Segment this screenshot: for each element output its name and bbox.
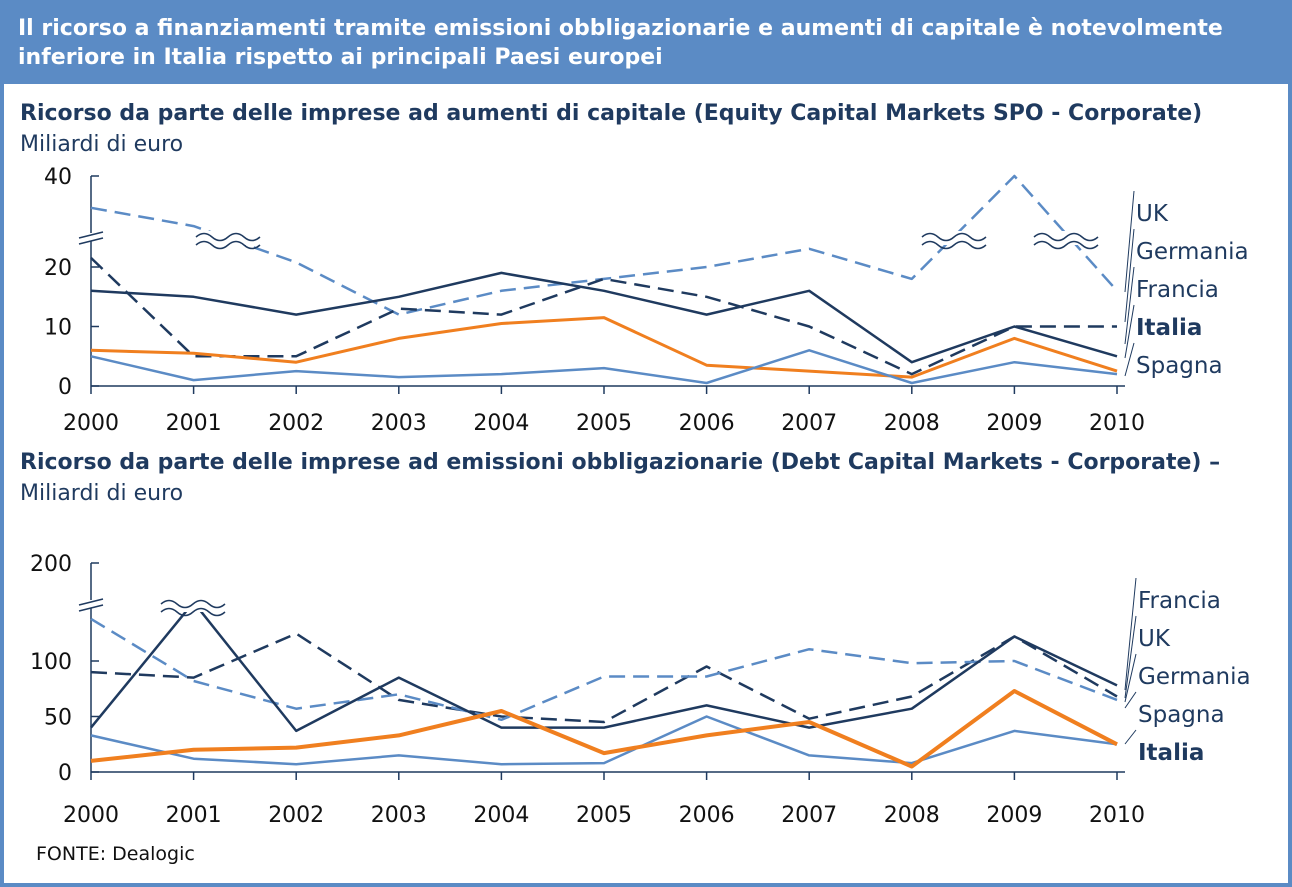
- equity-line-break-symbol: [1033, 232, 1099, 242]
- debt-y-tick-label: 100: [30, 650, 72, 675]
- debt-x-tick-label: 2000: [63, 803, 119, 828]
- equity-x-tick-label: 2009: [986, 411, 1042, 436]
- debt-legend-leader: [1124, 653, 1137, 703]
- equity-line-break-symbol: [1033, 240, 1099, 250]
- equity-chart: 0 10 20 40 2000 2001 2002 2003 2004 2005 2006 2007 2…: [44, 165, 1249, 436]
- debt-legend-leader: [1124, 729, 1137, 745]
- equity-legend-spagna: Spagna: [1136, 353, 1223, 379]
- debt-y-tick-label: 200: [30, 552, 72, 577]
- equity-line-break-symbol: [921, 232, 987, 242]
- equity-chart-title-bold: Ricorso da parte delle imprese ad aument…: [20, 101, 1203, 126]
- header-banner: Il ricorso a finanziamenti tramite emiss…: [0, 0, 1292, 84]
- debt-chart-title-unit: Miliardi di euro: [20, 481, 184, 506]
- equity-x-tick-label: 2004: [473, 411, 529, 436]
- equity-axis-break-mark: [78, 231, 104, 239]
- debt-x-tick-label: 2002: [268, 803, 324, 828]
- debt-y-tick-label: 50: [44, 706, 72, 731]
- debt-x-tick-label: 2010: [1089, 803, 1145, 828]
- debt-legend-leader: [1124, 615, 1137, 699]
- equity-legend-leader: [1124, 190, 1135, 293]
- equity-legend-francia: Francia: [1136, 277, 1219, 303]
- equity-x-tick-label: 2006: [679, 411, 735, 436]
- debt-line-break-symbol: [160, 599, 226, 609]
- equity-y-tick-label: 0: [58, 375, 72, 400]
- debt-y-tick-label: 0: [58, 761, 72, 786]
- equity-x-tick-label: 2008: [884, 411, 940, 436]
- equity-series-italia: [90, 316, 1118, 379]
- equity-legend-leader: [1124, 266, 1135, 345]
- debt-legend-francia: Francia: [1138, 588, 1221, 614]
- equity-x-tick-label: 2001: [166, 411, 222, 436]
- debt-x-tick-label: 2008: [884, 803, 940, 828]
- debt-axis-break-mark: [78, 598, 104, 606]
- equity-legend-leader: [1124, 228, 1135, 323]
- debt-x-tick-label: 2001: [166, 803, 222, 828]
- debt-x-tick-label: 2004: [473, 803, 529, 828]
- equity-legend-italia: Italia: [1136, 315, 1202, 341]
- debt-legend-leader: [1124, 691, 1137, 709]
- banner-title: Il ricorso a finanziamenti tramite emiss…: [18, 16, 1223, 70]
- debt-line-break-symbol: [160, 607, 226, 617]
- debt-line-break-mask: [163, 598, 223, 612]
- debt-chart: 0 50 100 200 2000 2001 2002 2003 2004 2005 2006 200…: [30, 552, 1251, 828]
- equity-line-break-symbol: [195, 240, 261, 250]
- equity-legend-leader: [1124, 342, 1135, 377]
- equity-chart-title: Ricorso da parte delle imprese ad aument…: [20, 98, 1240, 160]
- equity-line-break-symbol: [195, 232, 261, 242]
- source-note: FONTE: Dealogic: [36, 843, 195, 865]
- debt-chart-title-bold: Ricorso da parte delle imprese ad emissi…: [20, 450, 1221, 475]
- equity-y-tick-label: 20: [44, 256, 72, 281]
- equity-y-tick-label: 40: [44, 165, 72, 190]
- debt-legend-italia: Italia: [1138, 740, 1204, 766]
- debt-legend-germania: Germania: [1138, 664, 1251, 690]
- debt-legend-leader: [1124, 577, 1137, 691]
- debt-x-tick-label: 2009: [986, 803, 1042, 828]
- debt-axis-break-mask: [79, 600, 103, 608]
- debt-x-tick-label: 2005: [576, 803, 632, 828]
- equity-line-break-mask: [1036, 231, 1096, 245]
- equity-legend-germania: Germania: [1136, 239, 1249, 265]
- debt-chart-title: Ricorso da parte delle imprese ad emissi…: [20, 447, 1240, 509]
- debt-legend-uk: UK: [1138, 626, 1171, 652]
- equity-axis-break-mark: [78, 237, 104, 245]
- equity-chart-title-unit: Miliardi di euro: [20, 132, 184, 157]
- equity-y-tick-label: 10: [44, 316, 72, 341]
- debt-series-spagna: [90, 715, 1118, 766]
- debt-x-tick-label: 2007: [781, 803, 837, 828]
- debt-series-uk: [90, 617, 1118, 722]
- equity-series-germania: [90, 271, 1118, 364]
- equity-x-tick-label: 2003: [371, 411, 427, 436]
- equity-series-spagna: [90, 349, 1118, 385]
- debt-x-tick-label: 2003: [371, 803, 427, 828]
- equity-x-tick-label: 2002: [268, 411, 324, 436]
- equity-line-break-mask: [198, 231, 258, 245]
- equity-x-tick-label: 2010: [1089, 411, 1145, 436]
- debt-legend-spagna: Spagna: [1138, 702, 1225, 728]
- debt-series-francia: [90, 632, 1118, 724]
- equity-x-tick-label: 2000: [63, 411, 119, 436]
- debt-series-germania: [90, 600, 1118, 733]
- debt-series-italia: [90, 689, 1118, 769]
- equity-line-break-mask: [924, 231, 984, 245]
- equity-line-break-symbol: [921, 240, 987, 250]
- debt-axis-break-mark: [78, 604, 104, 612]
- equity-legend-leader: [1124, 304, 1135, 359]
- equity-axis-break-mask: [79, 233, 103, 241]
- equity-x-tick-label: 2005: [576, 411, 632, 436]
- equity-legend-uk: UK: [1136, 201, 1169, 227]
- equity-x-tick-label: 2007: [781, 411, 837, 436]
- debt-x-tick-label: 2006: [679, 803, 735, 828]
